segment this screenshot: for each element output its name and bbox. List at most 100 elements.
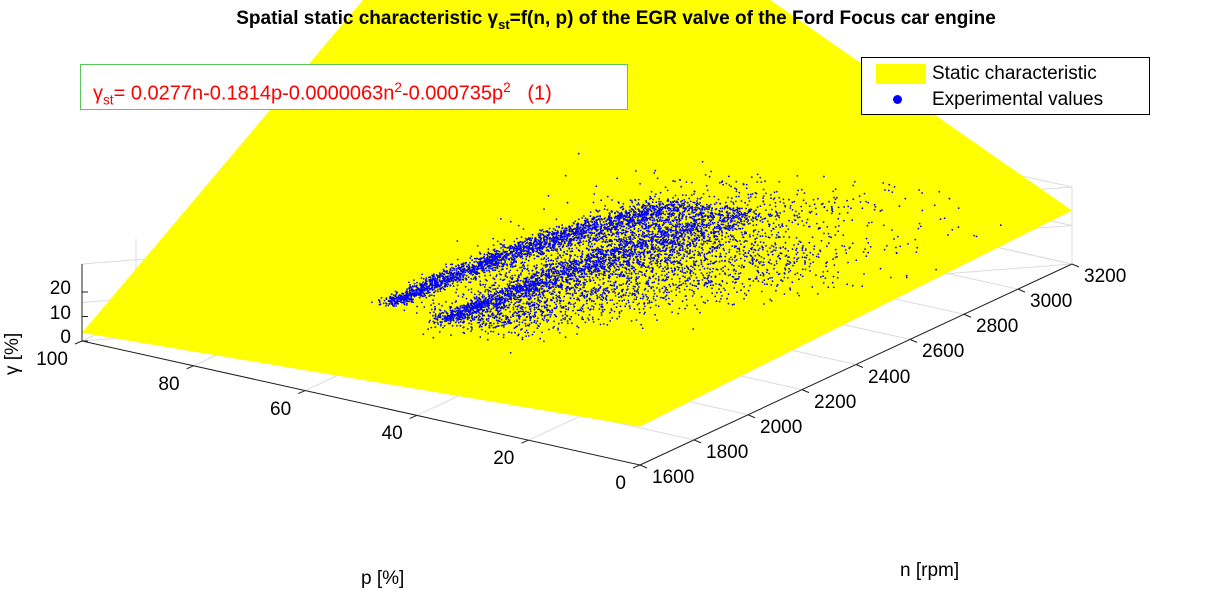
experimental-point: [525, 255, 528, 258]
experimental-point: [603, 208, 606, 211]
experimental-point: [472, 273, 474, 276]
experimental-point: [499, 254, 502, 257]
experimental-point: [727, 222, 730, 225]
experimental-point: [540, 237, 543, 240]
experimental-point: [385, 303, 388, 305]
experimental-point: [680, 200, 682, 203]
experimental-point: [579, 270, 582, 273]
experimental-point: [395, 293, 398, 296]
experimental-point: [391, 302, 394, 305]
experimental-point: [541, 228, 544, 231]
experimental-point: [475, 260, 477, 263]
experimental-point: [401, 298, 404, 301]
experimental-point: [525, 335, 527, 337]
experimental-point: [573, 234, 576, 237]
experimental-point: [501, 263, 504, 266]
experimental-point: [685, 218, 688, 221]
experimental-point: [641, 211, 643, 213]
experimental-point: [430, 287, 433, 290]
experimental-point: [411, 294, 414, 296]
experimental-point: [723, 220, 725, 223]
experimental-point: [717, 213, 720, 216]
experimental-point: [701, 219, 703, 221]
experimental-point: [430, 294, 433, 296]
experimental-point: [636, 203, 638, 206]
experimental-point: [701, 209, 704, 211]
experimental-point: [513, 240, 516, 243]
experimental-point: [535, 289, 537, 292]
experimental-point: [647, 213, 649, 216]
experimental-point: [643, 214, 646, 217]
experimental-point: [469, 281, 472, 284]
experimental-point: [511, 245, 514, 248]
experimental-point: [441, 318, 444, 321]
experimental-point: [576, 228, 579, 231]
experimental-point: [471, 259, 473, 261]
experimental-point: [422, 295, 424, 298]
experimental-point: [448, 278, 450, 281]
experimental-point: [658, 200, 660, 203]
experimental-point: [713, 221, 716, 224]
experimental-point: [610, 231, 612, 234]
experimental-point: [504, 260, 507, 262]
experimental-point: [582, 225, 585, 228]
experimental-point: [523, 244, 525, 247]
experimental-point: [579, 233, 581, 236]
experimental-point: [661, 202, 664, 205]
experimental-point: [522, 319, 525, 321]
experimental-point: [503, 294, 506, 297]
experimental-point: [665, 218, 668, 221]
experimental-point: [580, 268, 583, 270]
experimental-point: [719, 202, 721, 205]
experimental-point: [609, 221, 612, 224]
experimental-point: [626, 214, 628, 217]
experimental-point: [595, 230, 598, 233]
experimental-point: [479, 257, 482, 260]
experimental-point: [600, 225, 603, 227]
experimental-point: [759, 274, 762, 276]
experimental-point: [437, 323, 440, 325]
experimental-point: [427, 292, 430, 294]
experimental-point: [438, 276, 441, 278]
experimental-point: [629, 240, 632, 243]
experimental-point: [608, 225, 611, 228]
experimental-point: [596, 236, 599, 239]
experimental-point: [641, 226, 644, 229]
experimental-point: [584, 279, 587, 281]
experimental-point: [600, 272, 603, 275]
experimental-point: [393, 298, 396, 301]
experimental-point: [492, 269, 494, 272]
experimental-point: [743, 285, 745, 288]
experimental-point: [513, 249, 515, 251]
experimental-point: [537, 233, 540, 235]
experimental-point: [662, 219, 664, 222]
experimental-point: [573, 237, 576, 240]
experimental-point: [426, 285, 429, 288]
experimental-point: [712, 218, 714, 221]
experimental-point: [625, 219, 628, 221]
experimental-point: [442, 273, 445, 276]
experimental-point: [617, 211, 619, 214]
experimental-point: [455, 268, 458, 270]
experimental-point: [529, 319, 532, 322]
experimental-point: [637, 215, 640, 217]
experimental-point: [682, 207, 685, 210]
experimental-point: [542, 234, 545, 237]
experimental-point: [708, 219, 711, 222]
experimental-point: [396, 291, 398, 294]
experimental-point: [566, 320, 569, 322]
experimental-point: [452, 316, 454, 319]
experimental-point: [526, 251, 529, 253]
experimental-point: [684, 272, 687, 274]
experimental-point: [665, 253, 667, 256]
experimental-point: [684, 207, 687, 209]
experimental-point: [444, 318, 447, 321]
experimental-point: [678, 254, 680, 257]
experimental-point: [431, 274, 433, 277]
experimental-point: [507, 290, 509, 292]
experimental-point: [449, 309, 452, 312]
experimental-point: [546, 240, 548, 242]
experimental-point: [455, 269, 458, 272]
experimental-point: [431, 289, 434, 291]
experimental-point: [702, 220, 705, 223]
